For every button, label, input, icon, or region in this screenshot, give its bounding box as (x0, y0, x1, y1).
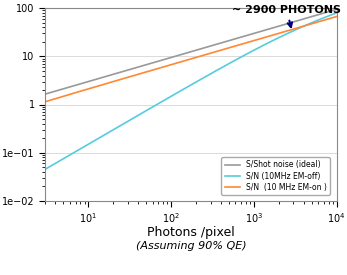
Text: ~ 2900 PHOTONS: ~ 2900 PHOTONS (232, 5, 341, 27)
Text: Photons /pixel: Photons /pixel (147, 226, 235, 239)
Legend: S/Shot noise (ideal), S/N (10MHz EM-off), S/N  (10 MHz EM-on ): S/Shot noise (ideal), S/N (10MHz EM-off)… (221, 157, 330, 195)
Text: (Assuming 90% QE): (Assuming 90% QE) (136, 241, 246, 251)
